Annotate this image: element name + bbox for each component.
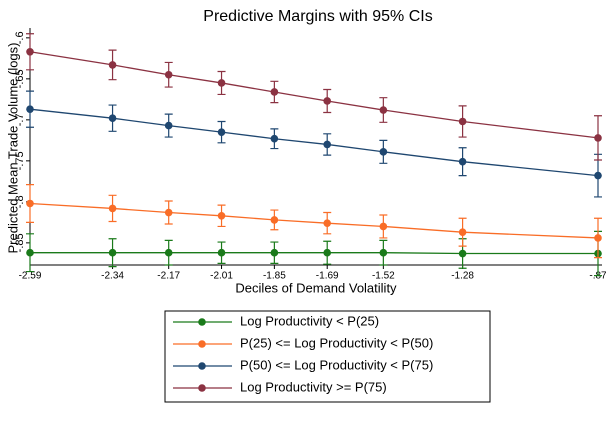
x-tick-label: -1.28 (451, 271, 474, 282)
x-tick-label: -2.34 (101, 271, 124, 282)
x-axis-label: Deciles of Demand Volatility (235, 280, 397, 295)
legend-label: Log Productivity >= P(75) (240, 379, 387, 394)
data-point (26, 105, 34, 113)
chart-title: Predictive Margins with 95% CIs (203, 8, 432, 25)
data-point (164, 70, 173, 79)
data-point (323, 219, 332, 227)
data-point (164, 208, 173, 217)
data-point (217, 211, 226, 220)
data-point (379, 248, 388, 257)
data-point (270, 216, 279, 224)
data-point (323, 140, 332, 149)
data-point (217, 79, 226, 87)
data-point (458, 228, 467, 236)
y-axis-label: Predicted Mean Trade Volume (logs) (5, 43, 20, 254)
y-tick-label: -.6 (14, 31, 26, 44)
data-point (270, 134, 279, 143)
legend-box (164, 310, 491, 403)
data-point (217, 248, 226, 257)
data-point (270, 248, 279, 257)
x-tick-label: -2.01 (210, 271, 233, 282)
legend-label: P(50) <= Log Productivity < P(75) (240, 357, 433, 372)
legend-marker (198, 340, 206, 348)
data-point (217, 128, 226, 136)
data-point (164, 121, 173, 130)
data-point (26, 248, 34, 257)
x-tick-label: -1.69 (316, 271, 339, 282)
data-point (164, 248, 173, 257)
data-point (323, 97, 332, 105)
data-point (379, 222, 388, 231)
x-tick-label: -1.85 (263, 271, 286, 282)
legend-marker (198, 318, 206, 326)
data-point (108, 114, 117, 123)
y-tick-label: -.7 (14, 113, 26, 126)
legend-marker (198, 384, 206, 392)
legend-marker (198, 362, 206, 370)
y-tick-label: -.65 (14, 69, 26, 88)
legend-label: Log Productivity < P(25) (240, 313, 379, 328)
y-tick-label: -.75 (14, 151, 26, 170)
data-point (594, 134, 602, 142)
data-point (594, 171, 602, 180)
y-tick-label: -.85 (14, 233, 26, 252)
data-point (270, 88, 279, 96)
x-tick-label: -1.52 (372, 271, 395, 282)
data-point (26, 47, 34, 56)
data-point (458, 117, 467, 126)
data-point (379, 106, 388, 114)
data-point (594, 234, 602, 242)
data-point (26, 199, 34, 208)
x-tick-label: -2.17 (157, 271, 180, 282)
data-point (379, 148, 388, 156)
data-point (458, 249, 467, 258)
y-tick-label: -.8 (14, 195, 26, 208)
data-point (108, 204, 117, 213)
x-tick-label: -2.59 (19, 271, 42, 282)
legend-label: P(25) <= Log Productivity < P(50) (240, 335, 433, 350)
data-point (108, 61, 117, 69)
data-point (458, 157, 467, 166)
data-point (108, 248, 117, 257)
data-point (323, 248, 332, 257)
